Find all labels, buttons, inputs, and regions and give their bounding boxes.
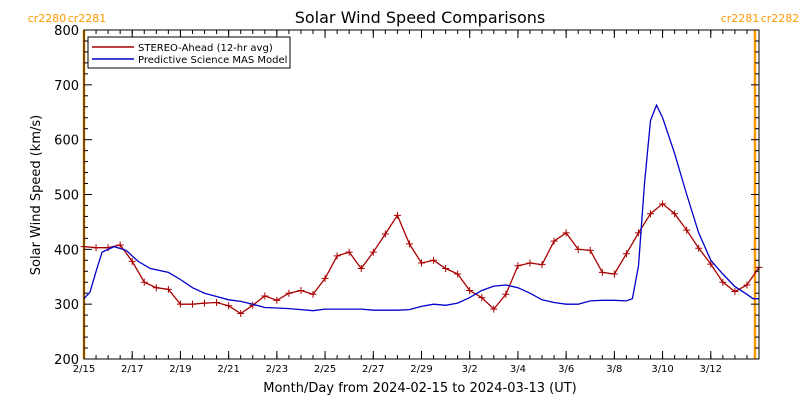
data-point bbox=[369, 248, 377, 256]
data-point bbox=[586, 246, 594, 254]
data-point bbox=[225, 302, 233, 310]
legend-box bbox=[87, 36, 291, 69]
series-line-mas bbox=[83, 103, 759, 312]
x-axis-label: Month/Day from 2024-02-15 to 2024-03-13 … bbox=[263, 381, 576, 396]
data-point bbox=[405, 240, 413, 248]
carrington-label: cr2281 bbox=[68, 12, 107, 25]
y-axis-label: Solar Wind Speed (km/s) bbox=[29, 115, 44, 275]
data-point bbox=[261, 292, 269, 300]
data-point bbox=[526, 259, 534, 267]
data-point bbox=[478, 294, 486, 302]
data-point bbox=[610, 270, 618, 278]
data-point bbox=[333, 252, 341, 260]
data-point bbox=[562, 229, 570, 237]
x-tick-label: 3/6 bbox=[558, 364, 574, 375]
data-point bbox=[695, 244, 703, 252]
data-point bbox=[647, 210, 655, 218]
data-point bbox=[550, 237, 558, 245]
x-tick-label: 3/12 bbox=[700, 364, 722, 375]
y-tick-label: 400 bbox=[54, 243, 79, 258]
data-point bbox=[237, 309, 245, 317]
data-point bbox=[430, 256, 438, 264]
data-point bbox=[381, 230, 389, 238]
data-point bbox=[490, 305, 498, 313]
x-tick-label: 2/23 bbox=[266, 364, 288, 375]
plot-frame bbox=[83, 29, 760, 360]
data-point bbox=[502, 290, 510, 298]
carrington-label: cr2281 bbox=[721, 12, 760, 25]
data-point bbox=[442, 265, 450, 273]
data-point bbox=[574, 245, 582, 253]
data-point bbox=[176, 300, 184, 308]
data-point bbox=[273, 296, 281, 304]
data-point bbox=[345, 248, 353, 256]
data-point bbox=[466, 286, 474, 294]
data-point bbox=[297, 286, 305, 294]
data-point bbox=[393, 211, 401, 219]
data-point bbox=[213, 299, 221, 307]
data-point bbox=[116, 241, 124, 249]
data-point bbox=[622, 250, 630, 258]
x-tick-label: 2/19 bbox=[169, 364, 191, 375]
data-point bbox=[188, 300, 196, 308]
y-tick-label: 700 bbox=[54, 79, 79, 94]
data-point bbox=[152, 284, 160, 292]
axis-ticks: 200 300 400 500 600 700 800 2/15 2/17 2/19 2/21 2/2… bbox=[54, 24, 759, 375]
data-point bbox=[731, 288, 739, 296]
data-point bbox=[671, 210, 679, 218]
y-tick-label: 500 bbox=[54, 189, 79, 204]
x-tick-label: 2/27 bbox=[362, 364, 384, 375]
data-point bbox=[538, 261, 546, 269]
legend: STEREO-Ahead (12-hr avg) Predictive Scie… bbox=[87, 36, 291, 69]
data-point bbox=[309, 290, 317, 298]
data-point bbox=[92, 244, 100, 252]
x-tick-label: 2/17 bbox=[121, 364, 143, 375]
data-point bbox=[128, 257, 136, 265]
carrington-label: cr2280 bbox=[28, 12, 67, 25]
legend-label-stereo: STEREO-Ahead (12-hr avg) bbox=[138, 43, 273, 54]
data-point bbox=[357, 265, 365, 273]
data-point bbox=[418, 259, 425, 267]
x-tick-label: 3/4 bbox=[510, 364, 526, 375]
data-point bbox=[201, 299, 209, 307]
y-tick-label: 800 bbox=[54, 24, 79, 39]
data-point bbox=[707, 260, 715, 268]
x-tick-label: 2/15 bbox=[73, 364, 95, 375]
data-point bbox=[321, 274, 329, 282]
data-point bbox=[164, 285, 172, 293]
data-point bbox=[743, 281, 751, 289]
legend-label-mas: Predictive Science MAS Model bbox=[138, 55, 287, 66]
x-tick-label: 3/10 bbox=[651, 364, 673, 375]
chart-title: Solar Wind Speed Comparisons bbox=[295, 8, 546, 27]
data-point bbox=[683, 226, 691, 234]
data-point bbox=[285, 289, 293, 297]
y-tick-label: 200 bbox=[54, 353, 79, 368]
x-tick-label: 2/29 bbox=[410, 364, 432, 375]
y-tick-label: 300 bbox=[54, 298, 79, 313]
data-point bbox=[454, 270, 462, 278]
data-point bbox=[598, 268, 606, 276]
series-layer bbox=[80, 103, 763, 317]
data-point bbox=[140, 278, 148, 286]
x-tick-label: 2/21 bbox=[217, 364, 239, 375]
y-tick-label: 600 bbox=[54, 134, 79, 149]
x-tick-label: 3/2 bbox=[462, 364, 478, 375]
carrington-label: cr2282 bbox=[761, 12, 800, 25]
data-point bbox=[719, 278, 727, 286]
data-point bbox=[514, 262, 522, 270]
x-tick-label: 3/8 bbox=[606, 364, 622, 375]
data-point bbox=[659, 200, 667, 208]
x-tick-label: 2/25 bbox=[314, 364, 336, 375]
